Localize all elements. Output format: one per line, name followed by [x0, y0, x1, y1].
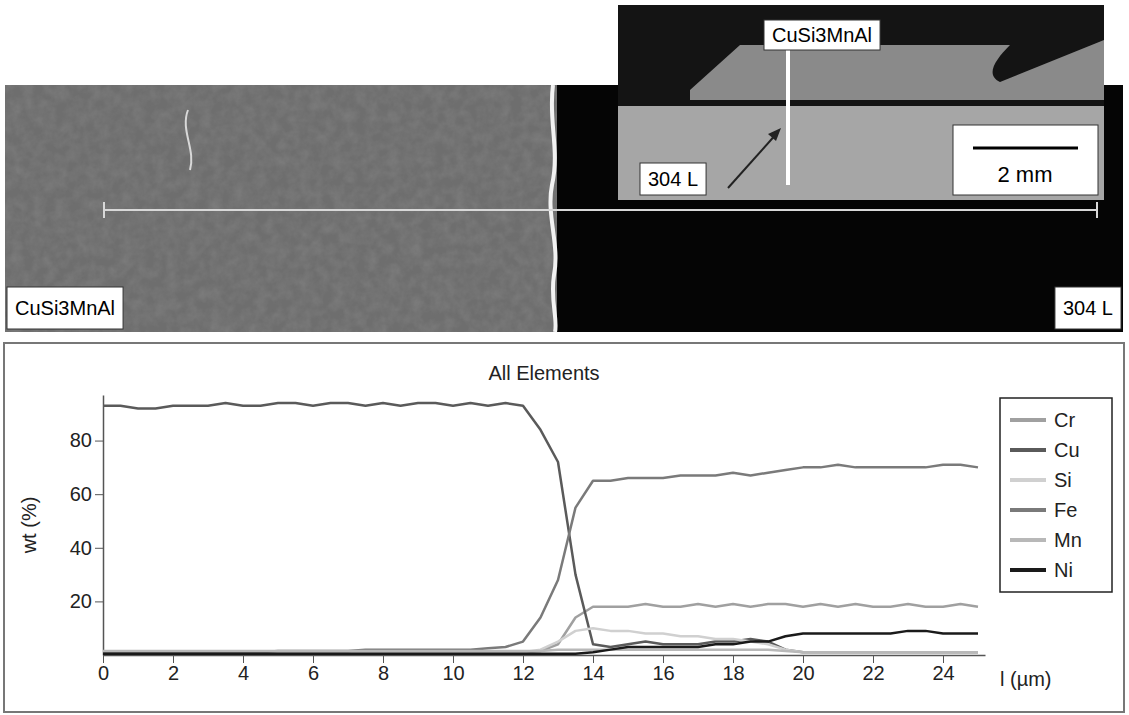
legend-label: Mn — [1054, 529, 1082, 551]
legend-swatch — [1010, 418, 1046, 422]
inset-arrow-head — [768, 128, 781, 141]
left-label-box — [7, 287, 123, 329]
left-label: CuSi3MnAl — [15, 297, 115, 319]
y-tick: 40 — [70, 537, 103, 559]
x-tick: 22 — [862, 655, 884, 684]
y-tick: 60 — [70, 483, 103, 505]
y-tick: 80 — [70, 429, 103, 451]
x-tick: 6 — [308, 655, 319, 684]
x-tick: 8 — [378, 655, 389, 684]
legend-swatch — [1010, 538, 1046, 542]
y-tick-label: 40 — [70, 537, 92, 559]
x-tick-label: 12 — [512, 662, 534, 684]
x-tick-label: 20 — [792, 662, 814, 684]
x-tick: 4 — [238, 655, 249, 684]
legend-swatch — [1010, 568, 1046, 572]
inset-top-label-box — [764, 20, 880, 50]
y-tick-label: 20 — [70, 590, 92, 612]
x-tick-label: 18 — [722, 662, 744, 684]
x-tick-label: 22 — [862, 662, 884, 684]
series-line — [103, 465, 978, 653]
x-tick-label: 6 — [308, 662, 319, 684]
x-tick-label: 24 — [932, 662, 954, 684]
x-tick-label: 0 — [98, 662, 109, 684]
x-tick: 14 — [582, 655, 604, 684]
x-tick-label: 14 — [582, 662, 604, 684]
x-tick-label: 16 — [652, 662, 674, 684]
x-tick-label: 4 — [238, 662, 249, 684]
legend-label: Cu — [1054, 439, 1080, 461]
legend-label: Cr — [1054, 409, 1075, 431]
scan-line — [104, 209, 1097, 211]
scale-bar-box — [953, 125, 1098, 195]
series-line — [103, 628, 978, 652]
x-tick: 18 — [722, 655, 744, 684]
figure: CuSi3MnAl 304 L CuSi3MnAl 304 L 2 mm All Elem… — [0, 0, 1129, 715]
inset-top-label: CuSi3MnAl — [772, 24, 872, 46]
x-axis: 024681012141618202224 — [98, 655, 986, 684]
legend-label: Ni — [1054, 559, 1073, 581]
right-label-box — [1055, 287, 1121, 329]
x-tick: 2 — [168, 655, 179, 684]
series-line — [103, 650, 978, 653]
y-tick-mark — [95, 601, 103, 602]
series-line — [103, 604, 978, 654]
inset: CuSi3MnAl 304 L 2 mm — [618, 5, 1104, 200]
x-tick: 12 — [512, 655, 534, 684]
right-label: 304 L — [1063, 297, 1113, 319]
inset-bg — [618, 5, 1104, 200]
y-axis-title: wt (%) — [18, 497, 40, 555]
y-tick-mark — [95, 494, 103, 495]
legend-label: Fe — [1054, 499, 1077, 521]
inset-plate — [618, 106, 1104, 200]
image-right — [5, 85, 1123, 332]
image-left — [5, 85, 557, 332]
y-axis-line — [103, 396, 105, 656]
scan-line-end — [103, 202, 105, 218]
x-tick-label: 10 — [442, 662, 464, 684]
image-left-texture — [5, 85, 557, 332]
x-tick-label: 8 — [378, 662, 389, 684]
legend-swatch — [1010, 508, 1046, 512]
inset-bead — [690, 40, 1104, 100]
interface-line — [550, 85, 555, 332]
legend-swatch — [1010, 478, 1046, 482]
sem-image: CuSi3MnAl 304 L — [5, 85, 1123, 332]
x-tick: 20 — [792, 655, 814, 684]
legend-box — [1000, 398, 1112, 592]
plot-lines — [103, 403, 978, 654]
x-tick: 10 — [442, 655, 464, 684]
scan-line-end — [1096, 202, 1098, 218]
chart-title: All Elements — [488, 362, 599, 384]
legend-label: Si — [1054, 469, 1072, 491]
series-line — [103, 403, 978, 652]
crack — [186, 110, 192, 170]
y-tick-mark — [95, 441, 103, 442]
y-tick: 20 — [70, 590, 103, 612]
scale-bar-label: 2 mm — [998, 162, 1053, 187]
x-tick: 0 — [98, 655, 109, 684]
x-tick: 24 — [932, 655, 954, 684]
y-axis: 20 40 60 80 — [70, 396, 104, 656]
inset-bottom-label: 304 L — [648, 168, 698, 190]
x-tick: 16 — [652, 655, 674, 684]
legend-swatch — [1010, 448, 1046, 452]
inset-arrow — [728, 132, 778, 188]
y-tick-label: 80 — [70, 429, 92, 451]
y-tick-label: 60 — [70, 483, 92, 505]
legend: Cr Cu Si Fe Mn Ni — [1000, 398, 1112, 592]
series-line — [103, 631, 978, 654]
x-axis-title: l (µm) — [1000, 668, 1052, 690]
scale-bar — [973, 147, 1078, 150]
x-tick-label: 2 — [168, 662, 179, 684]
y-tick-mark — [95, 548, 103, 549]
inset-marker — [786, 50, 790, 185]
chart-frame — [4, 343, 1124, 712]
inset-bottom-label-box — [640, 163, 706, 195]
x-axis-line — [104, 655, 986, 657]
